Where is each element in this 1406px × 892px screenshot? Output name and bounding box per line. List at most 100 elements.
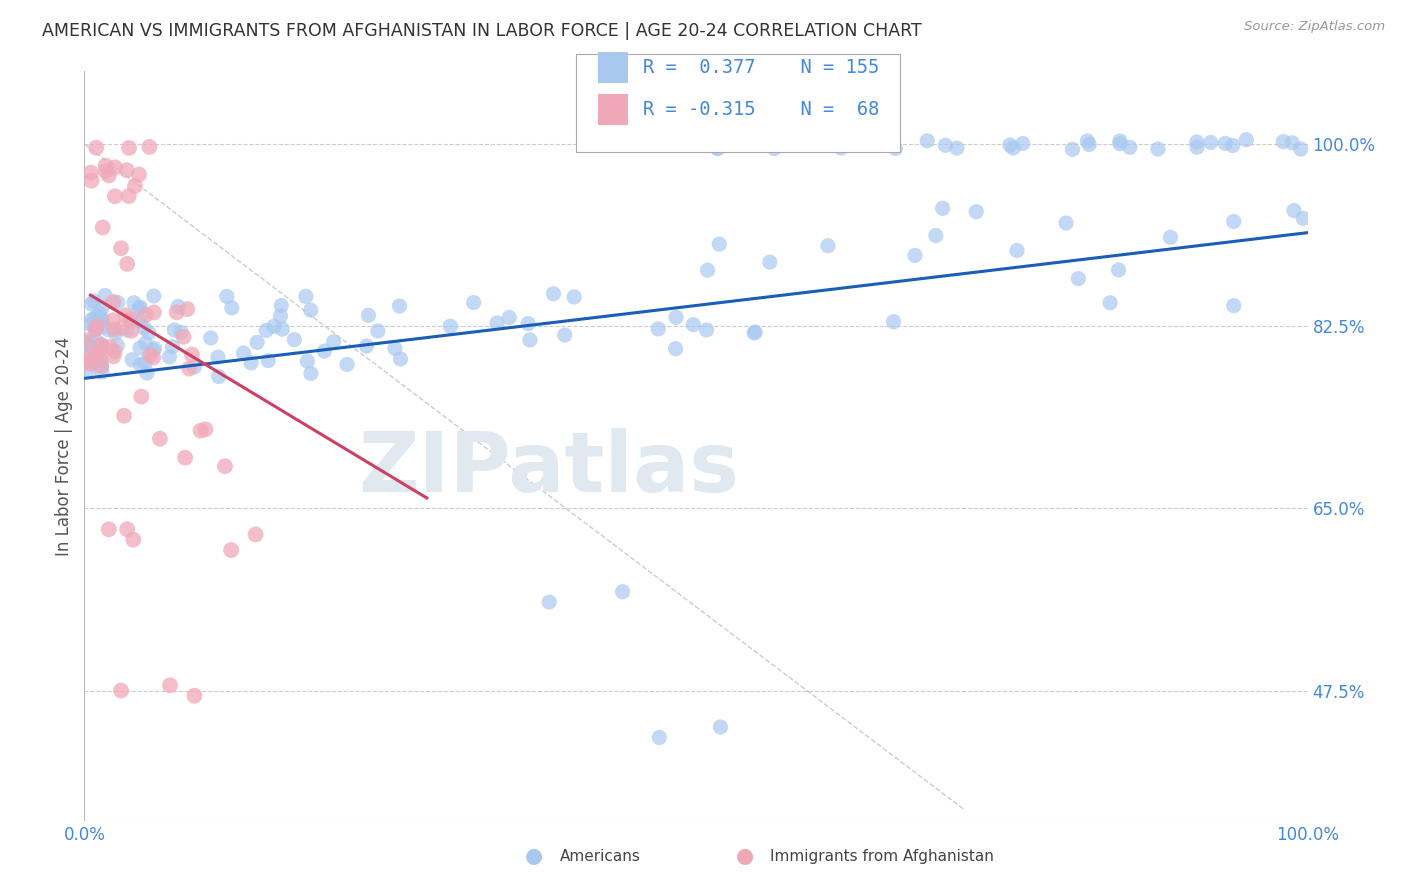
Point (131, 390, 153, 404)
Point (904, 248, 927, 262)
Point (706, 141, 728, 155)
Point (94, 164, 117, 178)
Point (179, 361, 201, 376)
Point (1185, 140, 1208, 154)
Point (104, 189, 127, 203)
Point (82, 341, 104, 355)
Point (89, 351, 111, 366)
Point (90, 353, 112, 368)
Point (110, 241, 132, 255)
Text: R =  0.377    N = 155: R = 0.377 N = 155 (643, 58, 879, 77)
Point (245, 527, 267, 541)
Point (1185, 135, 1208, 149)
Point (79, 317, 101, 331)
Point (83, 311, 105, 326)
Point (89, 307, 111, 321)
Point (159, 678, 181, 692)
Point (176, 302, 198, 317)
Point (115, 522, 138, 536)
Point (219, 543, 242, 558)
Point (94, 288, 117, 302)
Point (221, 301, 243, 315)
Point (134, 321, 156, 335)
Point (356, 339, 378, 353)
Point (696, 323, 718, 337)
Point (89, 343, 111, 357)
Point (759, 255, 782, 269)
Point (136, 366, 159, 380)
Point (830, 141, 852, 155)
Point (97, 323, 120, 337)
Point (271, 322, 294, 336)
Point (103, 322, 125, 336)
Point (934, 138, 956, 153)
Text: ZIPatlas: ZIPatlas (359, 428, 740, 509)
Point (709, 237, 731, 252)
Point (142, 305, 165, 319)
Text: Source: ZipAtlas.com: Source: ZipAtlas.com (1244, 20, 1385, 33)
Point (1223, 214, 1246, 228)
Point (946, 141, 969, 155)
Point (118, 141, 141, 155)
Point (120, 324, 142, 338)
Point (104, 326, 127, 340)
Point (91, 319, 114, 334)
Point (1281, 136, 1303, 150)
Point (498, 310, 520, 325)
Point (170, 326, 193, 340)
Point (665, 342, 688, 356)
Point (1108, 263, 1130, 277)
Point (174, 450, 197, 465)
Point (744, 325, 766, 339)
Point (91, 338, 114, 352)
Point (554, 328, 576, 343)
Point (86, 343, 108, 357)
Point (1159, 230, 1181, 244)
Point (665, 310, 688, 325)
Point (138, 326, 160, 340)
Point (486, 316, 509, 330)
Point (84, 323, 107, 337)
Point (1108, 136, 1130, 151)
Point (1289, 142, 1312, 156)
Point (79, 334, 101, 349)
Point (1147, 142, 1170, 156)
Point (208, 369, 231, 384)
Point (84, 354, 107, 368)
Point (1222, 299, 1244, 313)
Point (299, 303, 322, 318)
Point (709, 720, 731, 734)
Point (925, 228, 948, 243)
Point (166, 305, 188, 319)
Point (134, 356, 156, 370)
Point (87, 310, 110, 324)
Point (129, 314, 152, 328)
Point (562, 290, 585, 304)
Point (129, 358, 152, 372)
Point (336, 358, 359, 372)
Point (80, 347, 103, 361)
Point (104, 344, 127, 359)
Point (104, 161, 127, 175)
Point (107, 295, 129, 310)
Point (517, 317, 540, 331)
Point (612, 584, 634, 599)
Point (128, 168, 150, 182)
Point (181, 348, 204, 362)
Point (1234, 133, 1257, 147)
Point (1292, 211, 1315, 226)
Point (246, 335, 269, 350)
Point (384, 342, 406, 356)
Point (129, 341, 152, 355)
Point (297, 354, 319, 368)
Point (91, 301, 114, 315)
Point (1282, 203, 1305, 218)
Point (86, 334, 108, 349)
Point (215, 289, 238, 303)
Point (706, 142, 728, 156)
Point (91, 220, 114, 235)
Point (389, 351, 412, 366)
Point (183, 359, 205, 374)
Point (90, 337, 112, 351)
Point (270, 299, 292, 313)
